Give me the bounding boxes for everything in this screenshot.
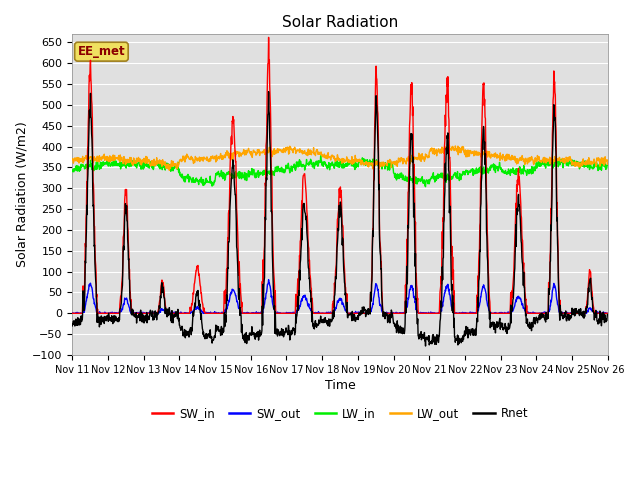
LW_in — [541, 163, 548, 168]
SW_out — [265, 277, 273, 283]
SW_in — [493, 311, 500, 316]
SW_in — [175, 311, 182, 316]
SW_out — [493, 311, 501, 316]
LW_in — [247, 171, 255, 177]
LW_out — [68, 156, 76, 162]
Rnet — [175, 312, 182, 318]
LW_out — [493, 152, 501, 157]
SW_in — [540, 311, 548, 316]
LW_in — [317, 153, 324, 159]
Rnet — [247, 333, 255, 338]
LW_out — [541, 157, 548, 163]
Rnet — [265, 89, 273, 95]
LW_out — [445, 142, 453, 148]
SW_in — [247, 311, 255, 316]
Line: LW_out: LW_out — [72, 145, 607, 170]
Y-axis label: Solar Radiation (W/m2): Solar Radiation (W/m2) — [15, 121, 28, 267]
LW_out — [604, 161, 611, 167]
LW_out — [175, 161, 182, 167]
Rnet — [493, 324, 501, 330]
LW_out — [423, 154, 431, 159]
LW_in — [422, 184, 429, 190]
Line: Rnet: Rnet — [72, 92, 607, 346]
SW_out — [68, 311, 76, 316]
SW_out — [424, 311, 431, 316]
Legend: SW_in, SW_out, LW_in, LW_out, Rnet: SW_in, SW_out, LW_in, LW_out, Rnet — [147, 403, 532, 425]
LW_in — [493, 166, 501, 171]
SW_out — [188, 309, 195, 315]
Title: Solar Radiation: Solar Radiation — [282, 15, 398, 30]
Line: SW_in: SW_in — [72, 37, 607, 313]
X-axis label: Time: Time — [324, 379, 355, 392]
SW_in — [188, 308, 195, 313]
Rnet — [541, 316, 548, 322]
Line: SW_out: SW_out — [72, 280, 607, 313]
LW_out — [188, 156, 195, 161]
LW_out — [166, 168, 173, 173]
LW_in — [68, 168, 76, 174]
SW_out — [541, 311, 548, 316]
SW_in — [265, 35, 273, 40]
SW_out — [68, 311, 76, 316]
LW_out — [248, 151, 255, 157]
Rnet — [188, 332, 195, 337]
Rnet — [422, 343, 429, 349]
Rnet — [424, 335, 431, 341]
LW_in — [188, 177, 195, 183]
Rnet — [68, 323, 76, 329]
SW_out — [604, 311, 611, 316]
Line: LW_in: LW_in — [72, 156, 607, 187]
SW_out — [175, 310, 182, 316]
Rnet — [604, 312, 611, 317]
LW_in — [424, 179, 431, 184]
SW_in — [423, 311, 431, 316]
SW_in — [604, 311, 611, 316]
SW_in — [68, 311, 76, 316]
Text: EE_met: EE_met — [77, 45, 125, 58]
LW_in — [604, 162, 611, 168]
SW_out — [248, 310, 255, 316]
LW_in — [175, 166, 182, 172]
